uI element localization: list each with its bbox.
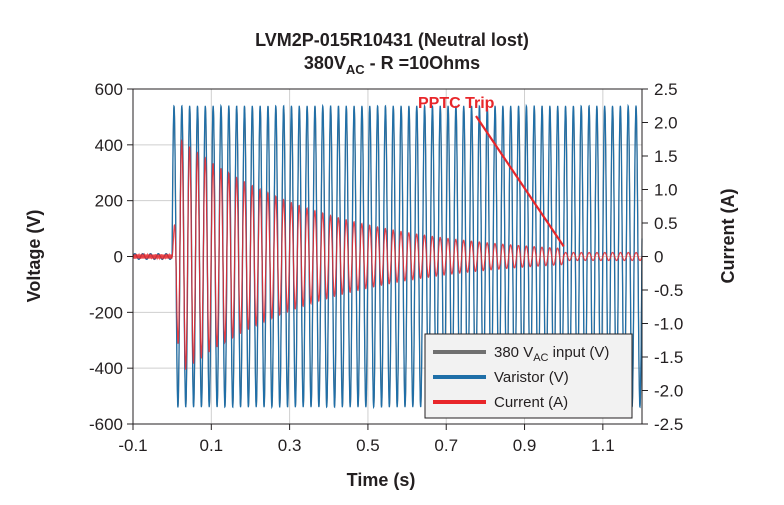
y-left-tick-label: -200 — [89, 303, 123, 322]
legend-label-input-main: 380 V — [494, 344, 533, 361]
y-left-tick-label: -600 — [89, 415, 123, 434]
y-right-tick-label: 2.5 — [654, 80, 678, 99]
x-tick-label: 0.9 — [513, 436, 537, 455]
y-axis-left-label: Voltage (V) — [24, 210, 44, 303]
series-line-current — [132, 138, 643, 371]
y-right-tick-label: -1.0 — [654, 315, 683, 334]
annotation-arrow-line — [475, 115, 565, 248]
chart-title: LVM2P-015R10431 (Neutral lost) — [255, 30, 529, 50]
x-tick-label: -0.1 — [118, 436, 147, 455]
series-line-varistor — [132, 103, 643, 410]
ticks — [127, 88, 648, 430]
legend-label-current: Current (A) — [494, 394, 568, 411]
y-right-tick-label: 0 — [654, 248, 663, 267]
y-right-tick-label: -0.5 — [654, 281, 683, 300]
legend-label-input-sub: AC — [533, 352, 548, 364]
legend-label-varistor: Varistor (V) — [494, 369, 569, 386]
y-left-tick-label: -400 — [89, 359, 123, 378]
legend: 380 VAC input (V) Varistor (V) Current (… — [424, 333, 633, 419]
x-tick-label: 0.7 — [434, 436, 458, 455]
tick-labels: -0.1 0.1 0.3 0.5 0.7 0.9 1.1 600 400 200 0 -200 -400… — [89, 80, 683, 455]
series-layer — [132, 103, 643, 410]
y-left-tick-label: 600 — [95, 80, 123, 99]
chart-subtitle-sub: AC — [346, 62, 365, 77]
y-left-tick-label: 0 — [114, 248, 123, 267]
legend-label-input-suffix: input (V) — [548, 344, 609, 361]
chart-subtitle-prefix: 380V — [304, 53, 346, 73]
y-right-tick-label: -2.0 — [654, 382, 683, 401]
annotation-text: PPTC Trip — [418, 95, 495, 112]
y-left-tick-label: 400 — [95, 136, 123, 155]
legend-label-input: 380 VAC input (V) — [494, 344, 609, 364]
annotation-ppt-trip: PPTC Trip — [418, 95, 565, 248]
chart-subtitle: 380VAC - R =10Ohms — [304, 53, 480, 77]
y-axis-right-label: Current (A) — [718, 189, 738, 284]
chart-subtitle-suffix: - R =10Ohms — [365, 53, 481, 73]
y-right-tick-label: -1.5 — [654, 348, 683, 367]
y-right-tick-label: 0.5 — [654, 214, 678, 233]
y-right-tick-label: 1.0 — [654, 181, 678, 200]
x-axis-label: Time (s) — [347, 470, 416, 490]
x-tick-label: 1.1 — [591, 436, 615, 455]
y-left-tick-label: 200 — [95, 192, 123, 211]
y-right-tick-label: 2.0 — [654, 114, 678, 133]
y-right-tick-label: -2.5 — [654, 415, 683, 434]
x-tick-label: 0.5 — [356, 436, 380, 455]
x-tick-label: 0.3 — [278, 436, 302, 455]
y-right-tick-label: 1.5 — [654, 147, 678, 166]
x-tick-label: 0.1 — [199, 436, 223, 455]
